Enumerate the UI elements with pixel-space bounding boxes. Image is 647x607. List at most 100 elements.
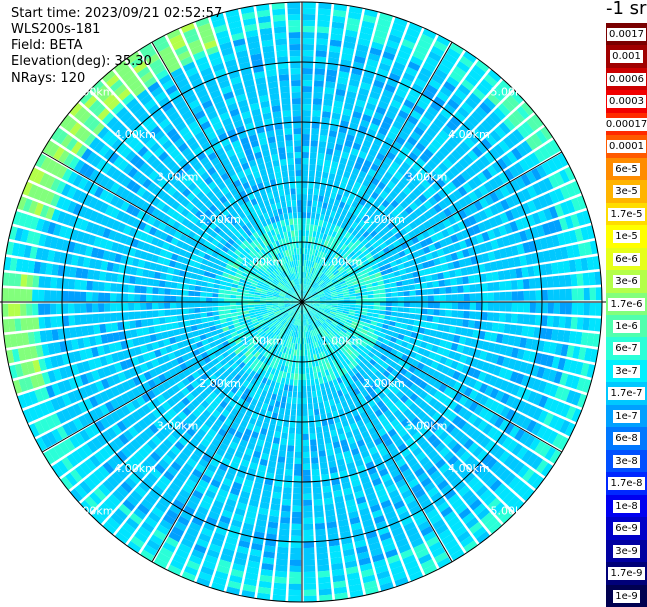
range-gate xyxy=(305,306,310,312)
range-gate xyxy=(316,390,322,397)
range-gate xyxy=(194,307,201,313)
range-gate xyxy=(362,348,370,355)
range-gate xyxy=(468,203,478,214)
range-gate xyxy=(468,389,479,400)
range-gate xyxy=(319,462,328,469)
range-gate xyxy=(326,255,332,262)
range-gate xyxy=(433,295,440,302)
range-gate xyxy=(434,551,449,564)
range-gate xyxy=(236,311,244,316)
range-gate xyxy=(312,104,322,111)
range-gate xyxy=(134,285,141,294)
range-gate xyxy=(366,287,374,292)
range-gate xyxy=(321,177,328,185)
range-gate xyxy=(359,369,367,377)
range-gate xyxy=(344,277,352,283)
range-gate xyxy=(540,315,548,327)
range-gate xyxy=(38,275,46,288)
range-gate xyxy=(416,99,429,111)
range-gate xyxy=(314,314,320,319)
range-gate xyxy=(419,341,428,349)
range-gate xyxy=(378,221,387,230)
range-gate xyxy=(254,294,261,298)
range-gate xyxy=(322,220,328,228)
range-gate xyxy=(487,342,496,353)
range-gate xyxy=(368,148,378,158)
range-gate xyxy=(384,283,391,289)
range-gate xyxy=(481,231,490,242)
range-gate xyxy=(339,531,352,539)
range-gate xyxy=(319,189,326,197)
range-gate xyxy=(574,361,584,375)
range-gate xyxy=(266,303,273,306)
range-gate xyxy=(313,243,318,250)
range-gate xyxy=(353,247,360,254)
range-gate xyxy=(320,332,325,339)
range-gate xyxy=(336,342,343,349)
range-gate xyxy=(472,175,483,187)
range-gate xyxy=(326,69,338,77)
range-gate xyxy=(335,88,346,97)
range-gate xyxy=(354,433,363,442)
range-gate xyxy=(356,323,364,329)
range-gate xyxy=(338,126,348,134)
range-gate xyxy=(520,417,532,430)
range-gate xyxy=(326,327,332,334)
range-gate xyxy=(521,101,535,116)
range-gate xyxy=(370,374,379,382)
range-gate xyxy=(318,291,324,295)
range-gate xyxy=(412,227,422,236)
range-gate xyxy=(306,319,310,326)
range-gate xyxy=(316,320,321,327)
range-gate xyxy=(476,339,484,350)
range-gate xyxy=(382,246,391,254)
range-gate xyxy=(351,360,359,367)
range-gate xyxy=(80,303,87,313)
range-gate xyxy=(521,449,534,463)
range-gate xyxy=(469,293,476,301)
range-gate xyxy=(409,211,418,221)
range-gate xyxy=(446,226,456,236)
range-gate xyxy=(464,257,472,267)
range-gate xyxy=(146,318,154,326)
range-gate xyxy=(242,299,249,302)
range-gate xyxy=(316,353,321,360)
range-gate xyxy=(316,250,322,258)
range-gate xyxy=(291,517,302,524)
range-gate xyxy=(441,263,449,272)
range-gate xyxy=(355,272,363,278)
range-gate xyxy=(357,38,371,47)
range-gate xyxy=(408,442,419,452)
range-gate xyxy=(361,430,370,439)
range-gate xyxy=(465,494,479,507)
range-gate xyxy=(402,468,413,479)
range-gate xyxy=(310,289,316,294)
range-gate xyxy=(386,554,401,564)
range-gate xyxy=(341,176,349,185)
range-gate xyxy=(443,511,457,523)
range-gate xyxy=(305,284,309,291)
range-gate xyxy=(344,224,351,232)
range-gate xyxy=(341,444,350,453)
range-gate xyxy=(8,288,15,302)
range-gate xyxy=(349,304,356,308)
range-gate xyxy=(387,463,398,473)
range-gate xyxy=(455,447,467,459)
range-gate xyxy=(512,480,526,494)
range-gate xyxy=(365,344,373,351)
range-gate xyxy=(456,277,464,285)
range-gate xyxy=(302,128,311,135)
range-gate xyxy=(512,461,525,475)
range-gate xyxy=(348,312,355,316)
range-gate xyxy=(312,194,319,202)
range-gate xyxy=(306,294,312,299)
range-gate xyxy=(481,311,488,321)
range-gate xyxy=(373,330,381,336)
range-gate xyxy=(557,232,566,246)
range-gate xyxy=(383,543,396,553)
range-gate xyxy=(330,258,336,265)
range-gate xyxy=(484,385,494,397)
range-gate xyxy=(381,199,390,208)
range-gate xyxy=(425,358,434,367)
range-gate xyxy=(338,214,346,222)
